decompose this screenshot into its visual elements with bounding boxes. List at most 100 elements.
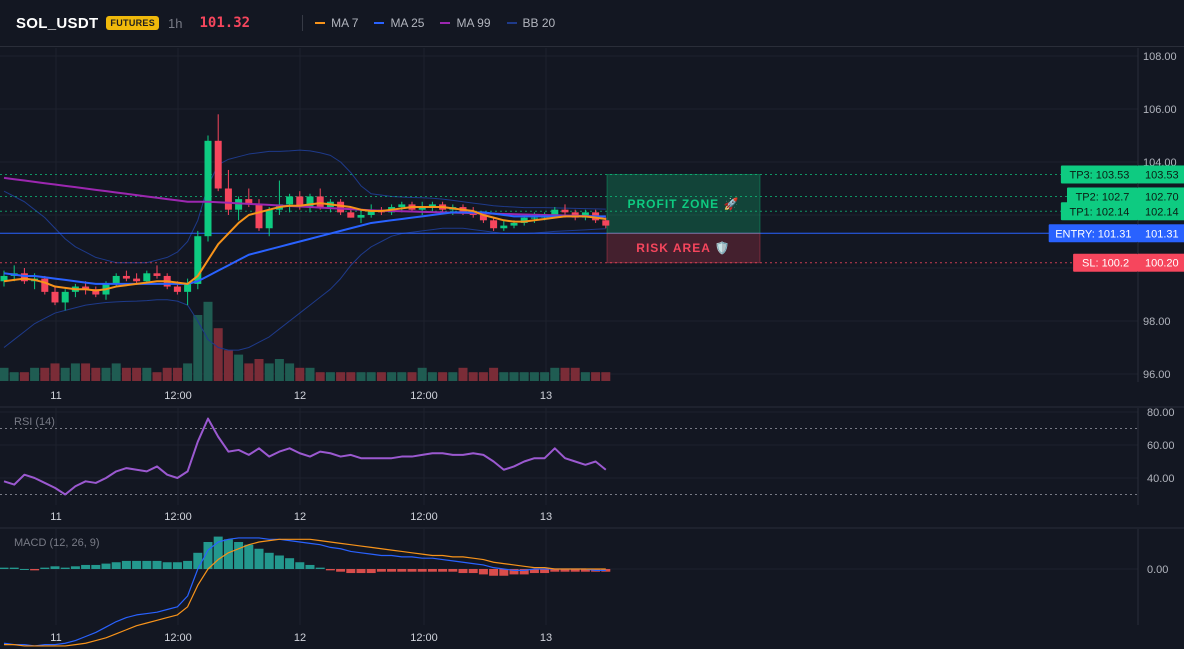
volume-bar xyxy=(30,367,40,381)
legend-item-ma99[interactable]: MA 99 xyxy=(440,16,491,30)
candle-body xyxy=(357,215,365,218)
level-axis-badge-entry xyxy=(1138,224,1184,243)
volume-bar xyxy=(60,367,70,381)
macd-histogram-bar xyxy=(183,560,193,569)
candle-body xyxy=(133,278,141,282)
volume-bar xyxy=(438,372,448,381)
candle-body xyxy=(479,215,487,221)
volume-bar xyxy=(591,372,601,381)
rsi-time-tick: 11 xyxy=(50,511,61,523)
macd-histogram-bar xyxy=(529,569,539,574)
rsi-time-tick: 12:00 xyxy=(164,511,192,523)
macd-histogram-bar xyxy=(468,569,478,574)
rsi-time-tick: 12:00 xyxy=(410,511,438,523)
macd-histogram-bar xyxy=(132,560,142,569)
candle-body xyxy=(112,275,120,284)
volume-bar xyxy=(91,367,101,381)
candle-body xyxy=(418,207,426,210)
level-axis-value-tp2: 102.70 xyxy=(1145,191,1179,203)
legend-item-bb20[interactable]: BB 20 xyxy=(506,16,555,30)
macd-histogram-bar xyxy=(387,569,397,572)
rsi-title: RSI (14) xyxy=(14,416,55,428)
price-pane[interactable]: PROFIT ZONE 🚀RISK AREA 🛡️108.00106.00104… xyxy=(0,48,1184,408)
volume-bar xyxy=(519,372,529,381)
ma99-line xyxy=(3,176,606,218)
level-axis-value-tp3: 103.53 xyxy=(1145,169,1179,181)
legend-swatch-bb20 xyxy=(506,22,517,24)
macd-title: MACD (12, 26, 9) xyxy=(14,537,100,549)
macd-histogram-bar xyxy=(40,567,50,569)
macd-histogram-bar xyxy=(570,569,580,572)
macd-signal-line xyxy=(4,538,606,647)
legend-item-ma7[interactable]: MA 7 xyxy=(315,16,358,30)
macd-histogram-bar xyxy=(346,569,356,574)
macd-histogram-bar xyxy=(70,566,80,569)
macd-line xyxy=(3,537,606,647)
legend-label-ma99: MA 99 xyxy=(456,16,491,30)
macd-histogram-bar xyxy=(223,539,233,569)
rsi-pane[interactable]: RSI (14) 80.00 60.00 40.00 11 12:00 12 12:00 13 xyxy=(0,407,1184,529)
rsi-axis-tick: 60.00 xyxy=(1147,440,1175,452)
time-axis-tick: 11 xyxy=(50,390,61,402)
macd-histogram-bar xyxy=(111,562,121,569)
macd-histogram-bar xyxy=(407,569,417,572)
time-axis-tick: 13 xyxy=(540,390,552,402)
volume-bar xyxy=(19,372,29,381)
volume-bar xyxy=(172,367,182,381)
macd-histogram-bar xyxy=(366,569,376,574)
legend-item-ma25[interactable]: MA 25 xyxy=(374,16,424,30)
level-axis-value-sl: 100.20 xyxy=(1145,258,1179,270)
price-axis-tick: 98.00 xyxy=(1143,316,1171,328)
macd-histogram-bar xyxy=(305,564,315,569)
macd-histogram-bar xyxy=(162,562,172,569)
macd-time-tick: 12 xyxy=(294,632,306,644)
candle-body xyxy=(0,275,8,282)
volume-bar xyxy=(427,372,437,381)
candle-body xyxy=(82,286,90,290)
volume-bar xyxy=(0,367,9,381)
profit-zone-label: PROFIT ZONE 🚀 xyxy=(628,197,740,211)
macd-histogram-bar xyxy=(0,567,9,569)
volume-bar xyxy=(540,372,550,381)
macd-histogram-bar xyxy=(550,569,560,572)
volume-bar xyxy=(458,367,468,381)
macd-histogram-bar xyxy=(489,569,499,576)
candle-body xyxy=(255,204,263,229)
level-tag-tp2 xyxy=(1067,187,1138,206)
macd-histogram-bar xyxy=(478,569,488,575)
volume-bar xyxy=(264,363,274,381)
rsi-time-tick: 13 xyxy=(540,511,552,523)
level-tag-text-tp1: TP1: 102.14 xyxy=(1069,206,1129,218)
candle-body xyxy=(551,209,559,215)
candle-body xyxy=(173,286,181,292)
macd-histogram-bar xyxy=(244,544,254,569)
macd-time-tick: 12:00 xyxy=(164,632,192,644)
price-axis-tick: 106.00 xyxy=(1143,104,1177,116)
candle-body xyxy=(581,212,589,218)
macd-histogram-bar xyxy=(234,542,244,569)
candle-body xyxy=(224,188,232,210)
macd-pane[interactable]: MACD (12, 26, 9) 0.00 11 12:00 12 12:00 13 xyxy=(0,529,1168,647)
symbol-name[interactable]: SOL_USDT xyxy=(16,14,99,32)
macd-histogram-bar xyxy=(50,566,60,569)
level-tag-text-entry: ENTRY: 101.31 xyxy=(1055,228,1131,240)
candle-body xyxy=(602,220,610,226)
volume-bar xyxy=(40,367,50,381)
timeframe-selector[interactable]: 1h xyxy=(168,15,183,31)
volume-bar xyxy=(580,372,590,381)
macd-histogram-bar xyxy=(254,548,264,569)
candle-body xyxy=(428,204,436,208)
macd-histogram-bar xyxy=(448,569,458,572)
level-tag-sl xyxy=(1073,253,1138,272)
volume-bar xyxy=(560,367,570,381)
volume-bar xyxy=(254,359,264,381)
volume-bar xyxy=(9,372,19,381)
market-type-badge: FUTURES xyxy=(106,16,160,30)
macd-histogram-bar xyxy=(274,555,284,569)
volume-bar xyxy=(142,367,152,381)
volume-bar xyxy=(315,372,325,381)
candle-body xyxy=(265,209,273,229)
candle-body xyxy=(20,273,28,282)
volume-bar xyxy=(152,372,162,381)
